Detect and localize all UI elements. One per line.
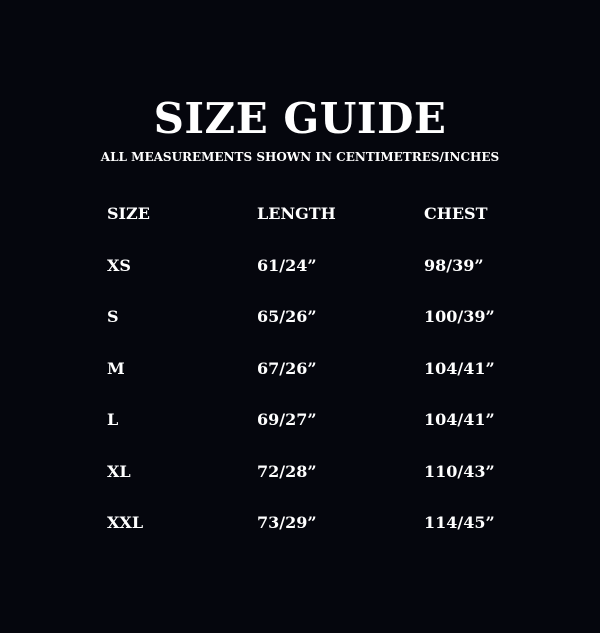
cell-chest: 104/41” — [424, 410, 495, 430]
cell-chest: 100/39” — [424, 307, 495, 327]
cell-length: 61/24” — [257, 256, 317, 275]
header-length: LENGTH — [257, 204, 336, 223]
cell-length: 67/26” — [257, 358, 317, 378]
header-chest: CHEST — [424, 204, 488, 223]
cell-size: XL — [107, 461, 131, 481]
cell-size: M — [107, 358, 125, 378]
cell-length: 72/28” — [257, 461, 317, 481]
page-subtitle: ALL MEASUREMENTS SHOWN IN CENTIMETRES/IN… — [100, 150, 500, 164]
cell-chest: 114/45” — [424, 513, 495, 532]
header-size: SIZE — [107, 204, 150, 223]
cell-size: XXL — [107, 513, 144, 532]
cell-size: S — [107, 307, 119, 327]
cell-chest: 110/43” — [424, 461, 495, 481]
cell-chest: 98/39” — [424, 256, 484, 275]
cell-chest: 104/41” — [424, 358, 495, 378]
cell-size: XS — [107, 256, 131, 275]
cell-length: 69/27” — [257, 410, 317, 430]
cell-length: 65/26” — [257, 307, 317, 327]
page-title: SIZE GUIDE — [153, 94, 447, 143]
cell-length: 73/29” — [257, 513, 317, 532]
cell-size: L — [107, 410, 119, 430]
